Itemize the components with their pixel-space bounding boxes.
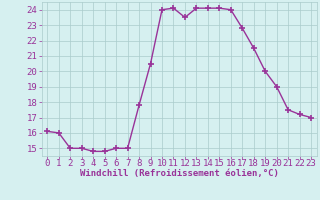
- X-axis label: Windchill (Refroidissement éolien,°C): Windchill (Refroidissement éolien,°C): [80, 169, 279, 178]
